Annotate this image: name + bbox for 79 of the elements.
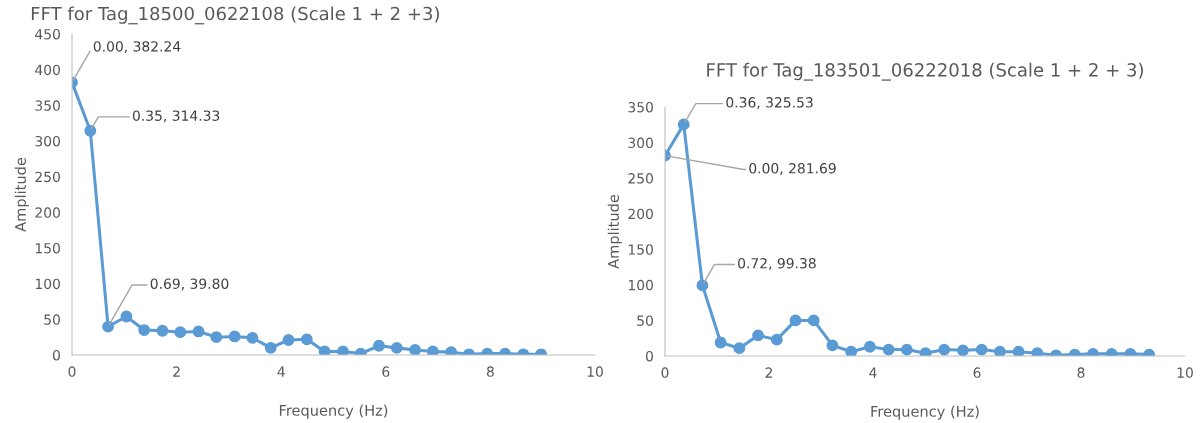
- point: [993, 345, 1006, 356]
- point: [975, 343, 988, 356]
- y-tick-label: 350: [35, 100, 60, 111]
- annotation: 0.00, 281.69: [749, 163, 836, 175]
- x-tick-label: 10: [587, 366, 603, 377]
- point: [84, 124, 97, 137]
- annotation: 0.35, 314.33: [132, 110, 220, 123]
- point: [845, 345, 858, 356]
- x-axis-title: Frequency (Hz): [871, 405, 979, 420]
- point: [174, 326, 187, 339]
- point: [789, 314, 802, 327]
- y-tick-label: 150: [35, 242, 60, 254]
- y-axis-title: Amplitude: [14, 157, 29, 232]
- point: [752, 329, 764, 342]
- y-tick-label: 250: [35, 171, 60, 183]
- y-tick-label: 200: [35, 207, 60, 218]
- x-tick-label: 4: [869, 367, 877, 378]
- x-axis-title: Frequency (Hz): [279, 404, 388, 419]
- x-tick-label: 2: [765, 367, 773, 378]
- point: [120, 310, 133, 323]
- point: [409, 344, 421, 355]
- point: [373, 339, 385, 352]
- y-tick-label: 200: [628, 208, 653, 220]
- y-tick-label: 0: [52, 349, 60, 361]
- point: [677, 118, 690, 131]
- point: [826, 339, 839, 352]
- point: [300, 333, 313, 346]
- point: [282, 334, 295, 346]
- y-tick-label: 350: [628, 101, 653, 113]
- x-tick-label: 0: [661, 367, 669, 378]
- y-tick-label: 450: [35, 28, 60, 40]
- y-tick-label: 100: [628, 279, 653, 291]
- y-tick-label: 150: [628, 244, 653, 255]
- y-tick-label: 50: [637, 315, 653, 326]
- point: [714, 336, 727, 349]
- point: [770, 333, 783, 346]
- point: [337, 345, 349, 355]
- point: [938, 343, 951, 356]
- x-tick-label: 4: [277, 366, 285, 377]
- point: [318, 345, 331, 355]
- y-tick-label: 400: [35, 64, 60, 76]
- annotation: 0.72, 99.38: [738, 257, 816, 270]
- annotation: 0.36, 325.53: [726, 97, 813, 110]
- point: [807, 314, 820, 327]
- point: [138, 324, 151, 336]
- annotation: 0.00, 382.24: [93, 41, 181, 54]
- point: [900, 343, 913, 356]
- y-tick-label: 300: [628, 137, 653, 149]
- chart-title: FFT for Tag_18500_0622108 (Scale 1 + 2 +3): [31, 6, 439, 25]
- y-tick-label: 300: [35, 135, 60, 147]
- point: [696, 279, 709, 292]
- x-tick-label: 6: [382, 366, 390, 377]
- point: [156, 324, 169, 337]
- y-axis-title: Amplitude: [607, 194, 622, 269]
- y-tick-label: 50: [44, 314, 60, 325]
- point: [882, 343, 895, 356]
- chart-title: FFT for Tag_183501_06222018 (Scale 1 + 2 + 3): [707, 62, 1143, 81]
- annotation: 0.69, 39.80: [150, 278, 229, 291]
- point: [102, 320, 114, 333]
- point: [246, 331, 259, 344]
- x-tick-label: 8: [486, 366, 494, 377]
- x-tick-label: 0: [68, 366, 76, 377]
- y-tick-label: 0: [645, 350, 653, 362]
- point: [228, 330, 241, 343]
- point: [1012, 345, 1025, 356]
- point: [863, 340, 876, 353]
- point: [733, 342, 746, 355]
- y-tick-label: 250: [628, 173, 653, 184]
- point: [390, 341, 403, 354]
- point: [264, 341, 277, 354]
- point: [426, 345, 439, 355]
- x-tick-label: 6: [973, 367, 981, 378]
- point: [957, 344, 969, 356]
- x-tick-label: 2: [173, 366, 180, 377]
- x-tick-label: 10: [1177, 367, 1193, 378]
- point: [192, 325, 205, 338]
- point: [210, 331, 223, 344]
- y-tick-label: 100: [35, 278, 60, 290]
- x-tick-label: 8: [1077, 367, 1085, 378]
